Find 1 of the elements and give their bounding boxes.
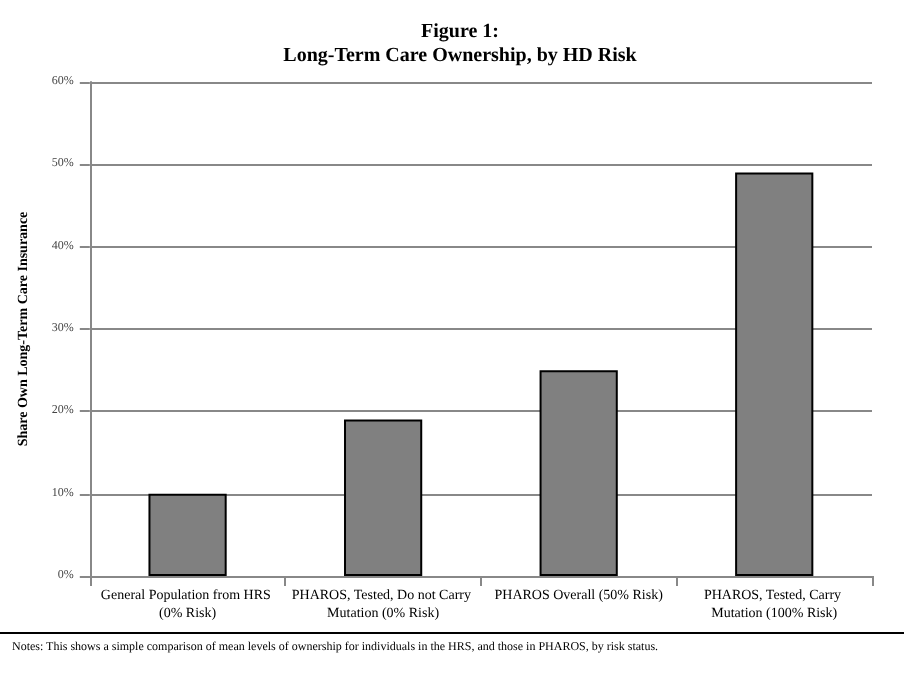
chart-title: Figure 1: Long-Term Care Ownership, by HD Risk	[283, 21, 638, 67]
